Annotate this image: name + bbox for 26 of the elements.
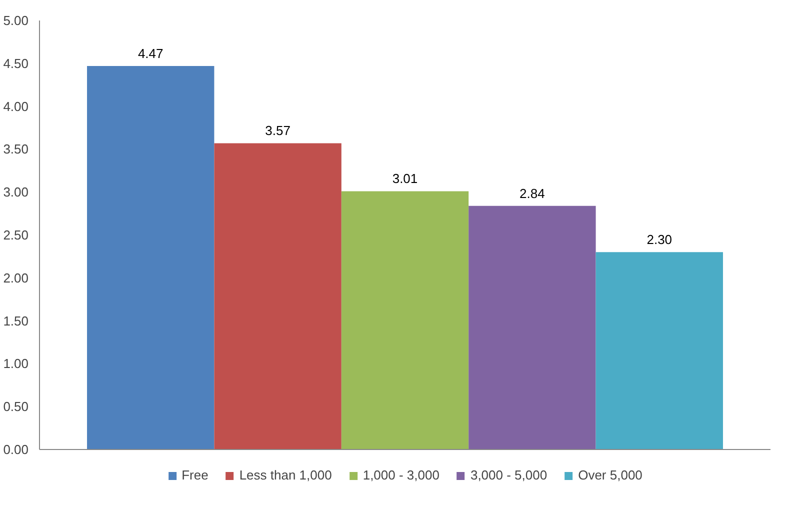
bar bbox=[341, 191, 469, 450]
y-tick-label: 3.00 bbox=[3, 184, 29, 200]
y-tick-label: 1.50 bbox=[3, 313, 29, 328]
data-label: 3.57 bbox=[265, 123, 290, 138]
legend-label: Over 5,000 bbox=[578, 468, 642, 482]
y-tick-label: 0.00 bbox=[3, 442, 29, 457]
y-tick-label: 3.50 bbox=[3, 142, 29, 157]
bar bbox=[214, 143, 342, 450]
legend-label: Free bbox=[182, 468, 208, 482]
bar bbox=[87, 66, 214, 450]
bar bbox=[468, 206, 596, 450]
legend-label: 3,000 - 5,000 bbox=[470, 468, 548, 482]
bar bbox=[596, 252, 723, 450]
y-tick-label: 4.50 bbox=[3, 56, 29, 71]
y-tick-label: 2.50 bbox=[3, 228, 29, 242]
data-label: 3.01 bbox=[392, 171, 418, 186]
data-label: 2.84 bbox=[520, 186, 545, 201]
y-tick-label: 5.00 bbox=[3, 13, 29, 28]
y-tick-label: 1.00 bbox=[3, 356, 29, 372]
y-tick-label: 2.00 bbox=[3, 270, 29, 286]
legend-label: 1,000 - 3,000 bbox=[362, 468, 440, 482]
y-tick-label: 4.00 bbox=[3, 98, 29, 114]
data-label: 4.47 bbox=[138, 46, 164, 61]
data-label: 2.30 bbox=[646, 232, 672, 248]
legend-label: Less than 1,000 bbox=[239, 468, 332, 482]
y-tick-label: 0.50 bbox=[3, 399, 29, 414]
